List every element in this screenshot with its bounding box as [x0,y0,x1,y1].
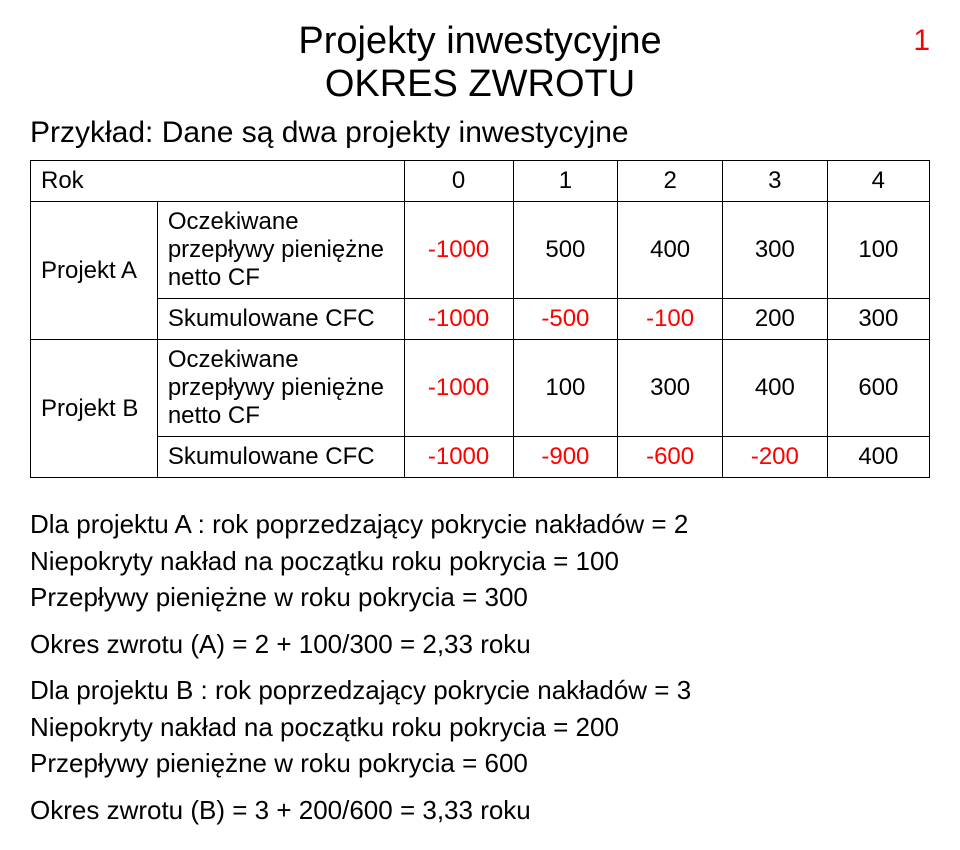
text-line: Niepokryty nakład na początku roku pokry… [30,545,930,578]
project-a-label: Projekt A [31,202,158,340]
cell-value: 400 [618,202,723,299]
header-col-0: 0 [404,161,513,202]
cell-value: 100 [513,340,618,437]
body-text: Dla projektu A : rok poprzedzający pokry… [30,508,930,826]
cell-value: 600 [827,340,929,437]
cell-value: -1000 [404,202,513,299]
text-line: Przepływy pieniężne w roku pokrycia = 30… [30,581,930,614]
cell-value: -600 [618,437,723,478]
cell-value: -100 [618,299,723,340]
project-a-cfc-label: Skumulowane CFC [157,299,404,340]
header-col-4: 4 [827,161,929,202]
project-b-cf-label: Oczekiwane przepływy pieniężne netto CF [157,340,404,437]
text-line: Dla projektu B : rok poprzedzający pokry… [30,674,930,707]
cell-value: 200 [722,299,827,340]
project-b-label: Projekt B [31,340,158,478]
table-header-row: Rok 0 1 2 3 4 [31,161,930,202]
header-col-1: 1 [513,161,618,202]
cell-value: -200 [722,437,827,478]
cell-value: 100 [827,202,929,299]
cell-value: -900 [513,437,618,478]
table-row: Skumulowane CFC -1000 -500 -100 200 300 [31,299,930,340]
table-row: Skumulowane CFC -1000 -900 -600 -200 400 [31,437,930,478]
subtitle: Przykład: Dane są dwa projekty inwestycy… [30,116,930,150]
header-col-3: 3 [722,161,827,202]
text-line: Okres zwrotu (A) = 2 + 100/300 = 2,33 ro… [30,628,930,661]
cell-value: 400 [827,437,929,478]
cell-value: -500 [513,299,618,340]
cell-value: 500 [513,202,618,299]
page-number: 1 [913,24,930,58]
header-rok: Rok [31,161,405,202]
header-col-2: 2 [618,161,723,202]
text-line: Dla projektu A : rok poprzedzający pokry… [30,508,930,541]
title-line-2: OKRES ZWROTU [30,63,930,106]
title-line-1: Projekty inwestycyjne [30,20,930,63]
cell-value: -1000 [404,340,513,437]
title-block: 1 Projekty inwestycyjne OKRES ZWROTU [30,20,930,106]
text-line: Okres zwrotu (B) = 3 + 200/600 = 3,33 ro… [30,794,930,827]
cell-value: 300 [827,299,929,340]
cell-value: 300 [722,202,827,299]
text-line: Przepływy pieniężne w roku pokrycia = 60… [30,747,930,780]
table-row: Projekt A Oczekiwane przepływy pieniężne… [31,202,930,299]
project-a-cf-label: Oczekiwane przepływy pieniężne netto CF [157,202,404,299]
cell-value: 300 [618,340,723,437]
data-table: Rok 0 1 2 3 4 Projekt A Oczekiwane przep… [30,160,930,478]
project-b-cfc-label: Skumulowane CFC [157,437,404,478]
table-row: Projekt B Oczekiwane przepływy pieniężne… [31,340,930,437]
text-line: Niepokryty nakład na początku roku pokry… [30,711,930,744]
cell-value: 400 [722,340,827,437]
cell-value: -1000 [404,437,513,478]
cell-value: -1000 [404,299,513,340]
